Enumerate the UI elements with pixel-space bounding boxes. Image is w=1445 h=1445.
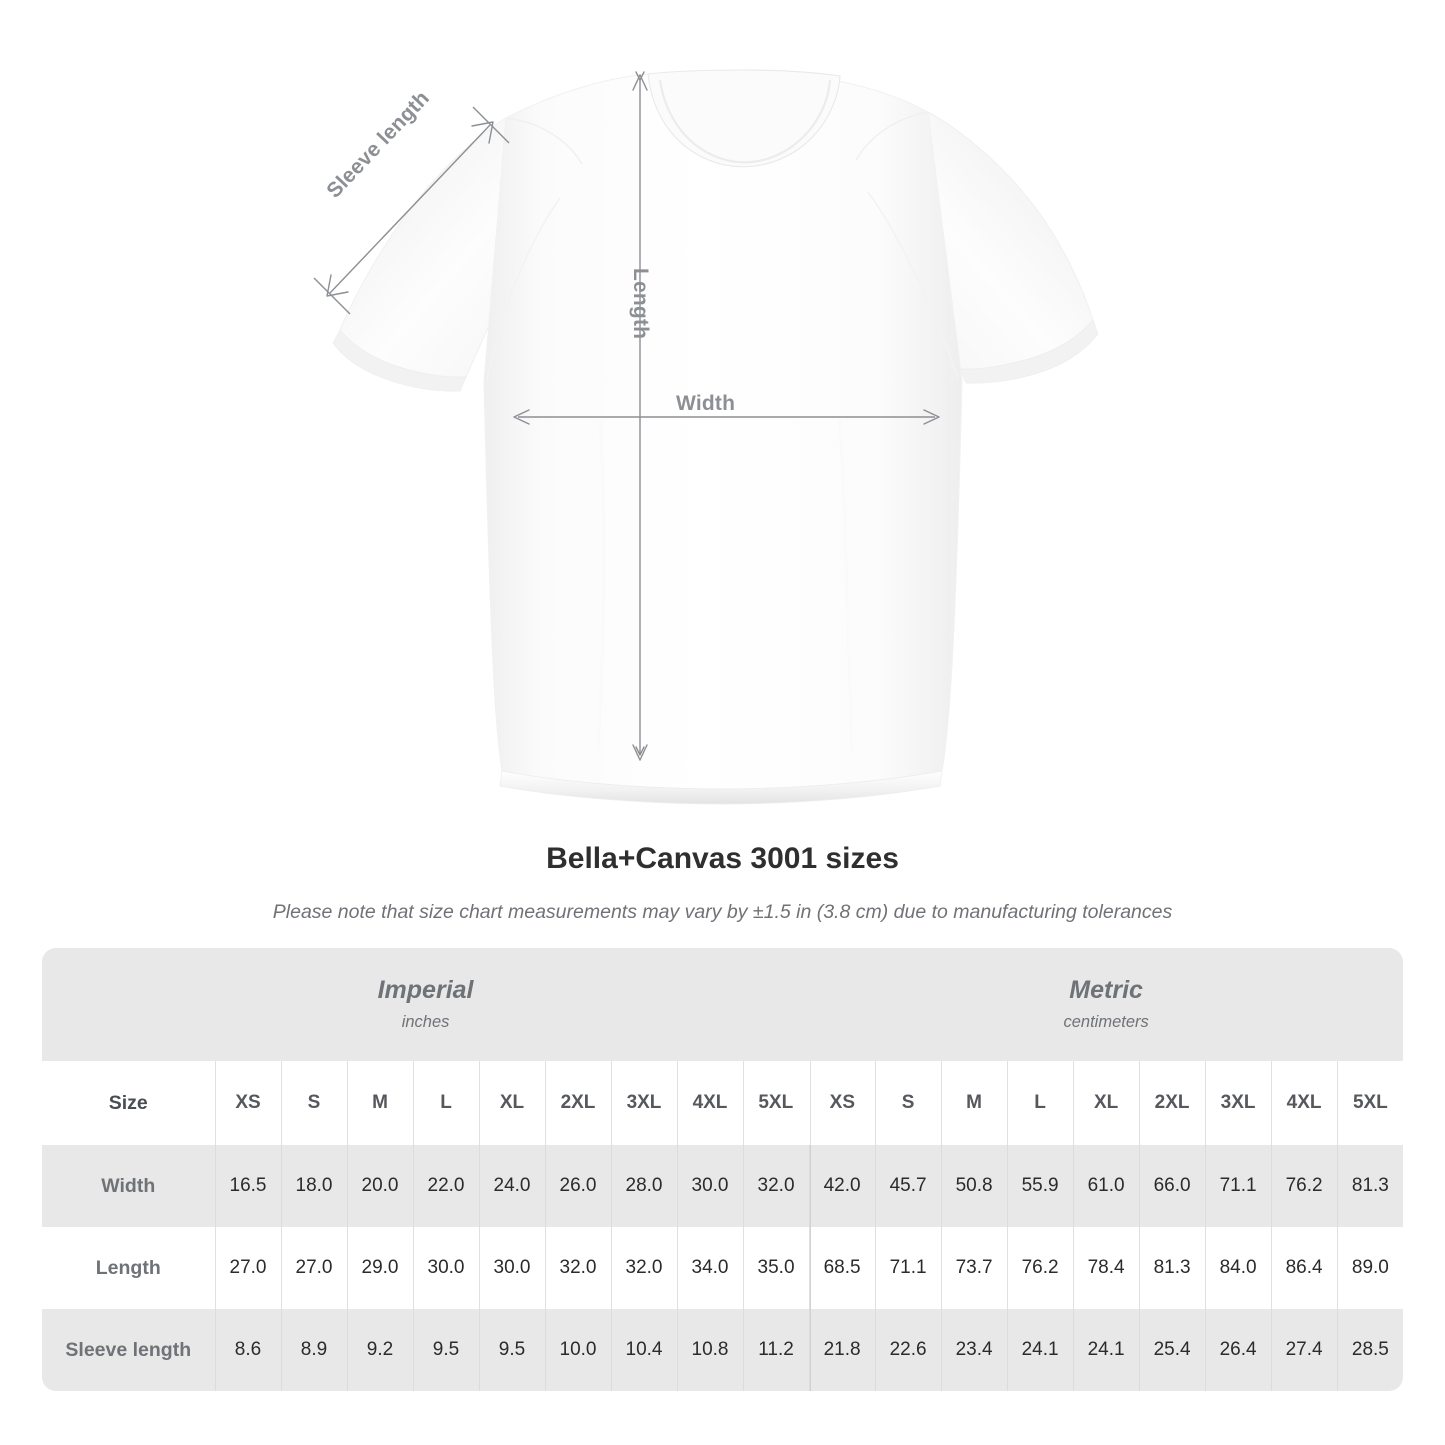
size-column-header: M [940, 1061, 1008, 1145]
unit-group-subtitle: centimeters [1063, 1013, 1149, 1031]
measurement-cell: 30.0 [676, 1145, 743, 1227]
measurement-cell: 66.0 [1138, 1145, 1206, 1227]
measurement-cell: 30.0 [412, 1227, 479, 1309]
size-column-header: S [874, 1061, 942, 1145]
size-column-header: 2XL [544, 1061, 611, 1145]
measurement-cell: 55.9 [1006, 1145, 1074, 1227]
measurement-cell: 45.7 [874, 1145, 942, 1227]
size-column-header: M [346, 1061, 413, 1145]
measurement-cell: 10.0 [544, 1309, 611, 1391]
measurement-cell: 84.0 [1204, 1227, 1272, 1309]
size-column-header: 3XL [610, 1061, 677, 1145]
measurement-cell: 9.5 [478, 1309, 545, 1391]
measurement-cell: 76.2 [1006, 1227, 1074, 1309]
measurement-cell: 76.2 [1270, 1145, 1338, 1227]
tshirt-measurement-diagram: Sleeve length Length Width [313, 69, 1099, 805]
measurement-cell: 22.0 [412, 1145, 479, 1227]
size-column-header: 2XL [1138, 1061, 1206, 1145]
measurement-cell: 24.0 [478, 1145, 545, 1227]
size-header-row: Size XS S M L XL 2XL 3XL 4XL 5XL XS S M L XL 2XL 3XL 4XL 5… [42, 1061, 1404, 1145]
measurement-cell: 81.3 [1138, 1227, 1206, 1309]
table-row: Width 16.5 18.0 20.0 22.0 24.0 26.0 28.0 30.0 32.… [42, 1145, 1404, 1227]
measurement-cell: 30.0 [478, 1227, 545, 1309]
measurement-cell: 73.7 [940, 1227, 1008, 1309]
measurement-cell: 24.1 [1072, 1309, 1140, 1391]
measurement-cell: 18.0 [280, 1145, 347, 1227]
size-column-header: XL [478, 1061, 545, 1145]
measurement-cell: 8.6 [214, 1309, 281, 1391]
size-column-header: L [1006, 1061, 1074, 1145]
table-row: Sleeve length 8.6 8.9 9.2 9.5 9.5 10.0 10.4 10.8… [42, 1309, 1404, 1391]
measurement-cell: 24.1 [1006, 1309, 1074, 1391]
measurement-cell: 35.0 [742, 1227, 810, 1309]
measurement-cell: 26.4 [1204, 1309, 1272, 1391]
size-column-header: XS [214, 1061, 281, 1145]
width-dimension-label: Width [676, 392, 736, 415]
unit-banner-row: Imperial inches Metric centimeters [42, 948, 1404, 1061]
row-label-header: Size [42, 1061, 215, 1145]
size-column-header: L [412, 1061, 479, 1145]
measurement-row-label: Length [42, 1227, 215, 1309]
page-title: Bella+Canvas 3001 sizes [546, 842, 899, 875]
measurement-cell: 22.6 [874, 1309, 942, 1391]
unit-group-name: Imperial [377, 976, 474, 1004]
measurement-cell: 21.8 [808, 1309, 876, 1391]
measurement-row-label: Sleeve length [42, 1309, 215, 1391]
size-column-header: 5XL [742, 1061, 810, 1145]
measurement-cell: 78.4 [1072, 1227, 1140, 1309]
measurement-cell: 25.4 [1138, 1309, 1206, 1391]
size-column-header: 5XL [1336, 1061, 1404, 1145]
measurement-cell: 34.0 [676, 1227, 743, 1309]
size-column-header: 4XL [1270, 1061, 1338, 1145]
measurement-cell: 68.5 [808, 1227, 876, 1309]
measurement-cell: 28.5 [1336, 1309, 1404, 1391]
size-chart-table-wrapper: Imperial inches Metric centimeters Size XS S M L… [42, 948, 1404, 1391]
size-column-header: XL [1072, 1061, 1140, 1145]
tshirt-garment [332, 69, 1099, 805]
measurement-row-label: Width [42, 1145, 215, 1227]
measurement-cell: 20.0 [346, 1145, 413, 1227]
measurement-cell: 32.0 [544, 1227, 611, 1309]
table-row: Length 27.0 27.0 29.0 30.0 30.0 32.0 32.0 34.0 35… [42, 1227, 1404, 1309]
measurement-cell: 9.5 [412, 1309, 479, 1391]
width-arrow [513, 409, 940, 425]
measurement-cell: 50.8 [940, 1145, 1008, 1227]
measurement-cell: 32.0 [610, 1227, 677, 1309]
length-dimension-label: Length [629, 268, 652, 340]
measurement-cell: 8.9 [280, 1309, 347, 1391]
measurement-cell: 28.0 [610, 1145, 677, 1227]
title-block: Bella+Canvas 3001 sizes Please note that… [0, 840, 1445, 925]
measurement-cell: 27.4 [1270, 1309, 1338, 1391]
measurement-cell: 27.0 [214, 1227, 281, 1309]
measurement-cell: 61.0 [1072, 1145, 1140, 1227]
measurement-cell: 71.1 [874, 1227, 942, 1309]
measurement-cell: 32.0 [742, 1145, 810, 1227]
measurement-cell: 42.0 [808, 1145, 876, 1227]
measurement-cell: 29.0 [346, 1227, 413, 1309]
unit-group-imperial: Imperial inches [42, 948, 810, 1061]
size-chart-table: Imperial inches Metric centimeters Size XS S M L… [42, 948, 1404, 1391]
measurement-cell: 26.0 [544, 1145, 611, 1227]
unit-group-name: Metric [1069, 976, 1143, 1004]
measurement-cell: 71.1 [1204, 1145, 1272, 1227]
measurement-cell: 10.8 [676, 1309, 743, 1391]
measurement-cell: 10.4 [610, 1309, 677, 1391]
size-column-header: XS [808, 1061, 876, 1145]
sleeve-length-arrow [313, 106, 510, 315]
measurement-cell: 16.5 [214, 1145, 281, 1227]
tolerance-note: Please note that size chart measurements… [272, 901, 1173, 923]
measurement-cell: 9.2 [346, 1309, 413, 1391]
measurement-cell: 23.4 [940, 1309, 1008, 1391]
size-column-header: 4XL [676, 1061, 743, 1145]
unit-group-subtitle: inches [401, 1013, 450, 1031]
measurement-cell: 89.0 [1336, 1227, 1404, 1309]
size-column-header: 3XL [1204, 1061, 1272, 1145]
measurement-cell: 11.2 [742, 1309, 810, 1391]
measurement-cell: 86.4 [1270, 1227, 1338, 1309]
tshirt-illustration [313, 69, 1099, 805]
size-column-header: S [280, 1061, 347, 1145]
measurement-cell: 81.3 [1336, 1145, 1404, 1227]
measurement-cell: 27.0 [280, 1227, 347, 1309]
unit-group-metric: Metric centimeters [809, 948, 1404, 1061]
